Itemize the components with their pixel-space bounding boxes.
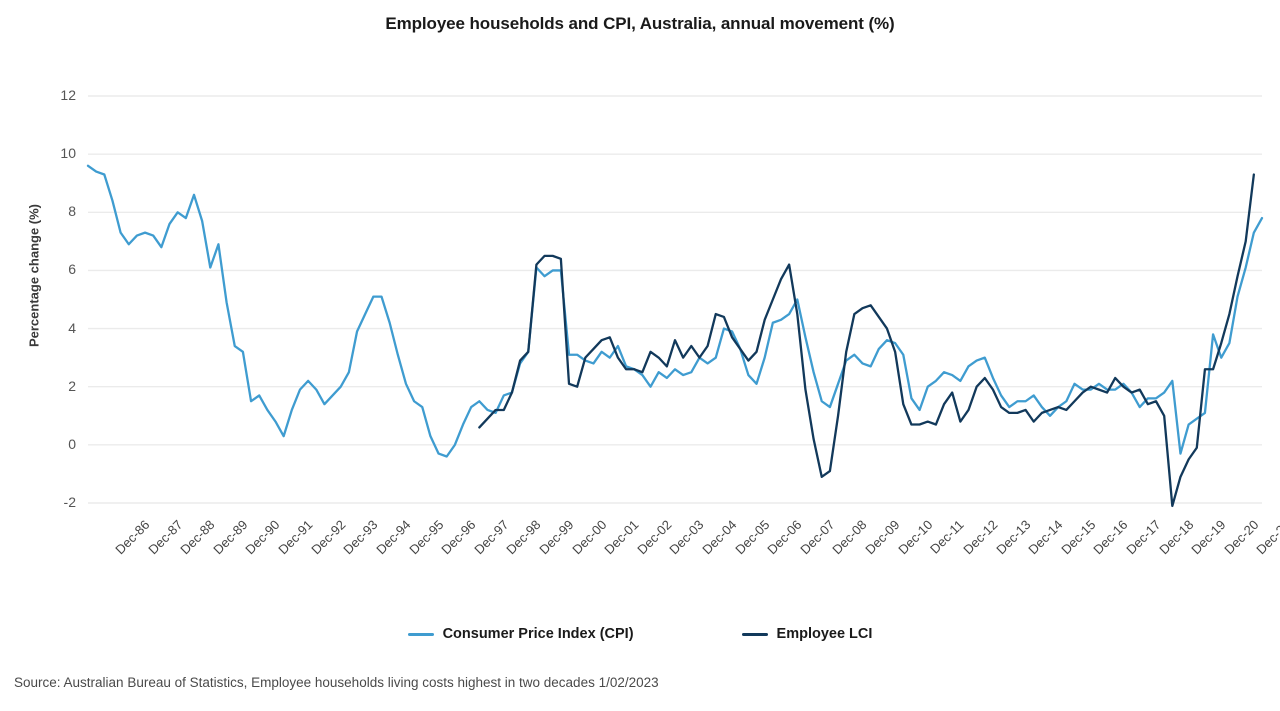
y-tick-label: 2 [68,377,76,394]
y-tick-label: 8 [68,203,76,220]
y-tick-label: 6 [68,261,76,278]
legend-item[interactable]: Employee LCI [741,626,873,642]
y-tick-label: 10 [60,145,76,162]
y-tick-label: 12 [60,87,76,103]
chart-legend: Consumer Price Index (CPI) Employee LCI [0,626,1280,642]
legend-item[interactable]: Consumer Price Index (CPI) [407,626,634,642]
series-line [478,173,1255,508]
y-tick-label: -2 [63,494,76,510]
source-note: Source: Australian Bureau of Statistics,… [14,675,659,690]
legend-swatch-icon [741,632,768,636]
chart-title: Employee households and CPI, Australia, … [385,14,895,33]
legend-label: Consumer Price Index (CPI) [442,626,634,642]
series-line [86,164,1264,458]
y-tick-label: 0 [68,435,76,452]
legend-label: Employee LCI [776,626,873,642]
y-tick-label: 4 [68,319,76,336]
legend-swatch-icon [407,632,434,636]
